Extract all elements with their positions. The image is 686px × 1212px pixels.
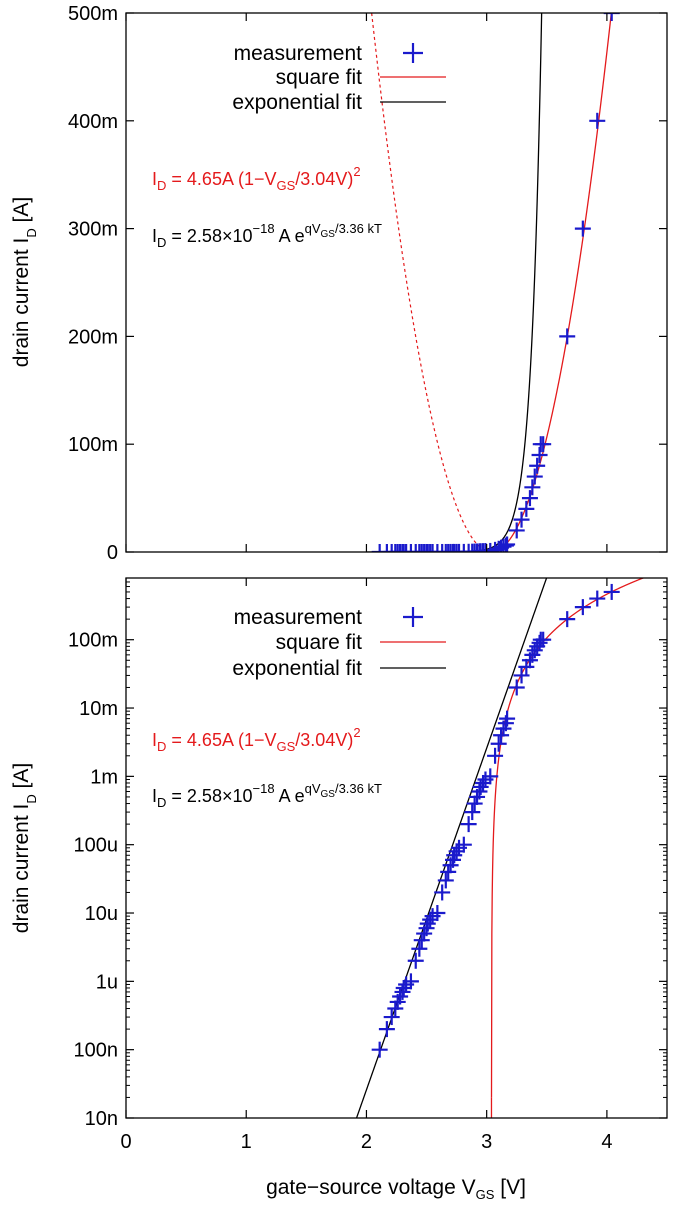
- measurement-point: [589, 112, 606, 129]
- square-fit-curve: [490, 578, 645, 1098]
- measurement-point: [387, 1000, 404, 1017]
- square-fit-curve: [491, 13, 612, 552]
- exponential-fit-curve: [366, 13, 543, 552]
- measurement-point: [589, 590, 606, 607]
- bottom-y-tick-label: 100m: [68, 630, 118, 652]
- measurement-point: [513, 667, 530, 684]
- measurement-point: [460, 816, 477, 833]
- top-y-axis-label: drain current ID [A]: [10, 197, 39, 367]
- bottom-legend: measurement square fit exponential fit: [232, 606, 446, 680]
- top-y-tick-label: 100m: [68, 434, 118, 456]
- measurement-point: [521, 490, 538, 507]
- measurement-point: [455, 836, 472, 853]
- square-fit-extrapolation-curve: [371, 13, 492, 552]
- measurement-point: [559, 328, 576, 345]
- measurement-point: [394, 983, 411, 1000]
- measurement-point: [434, 884, 451, 901]
- measurement-point: [574, 220, 591, 237]
- measurement-point: [395, 979, 412, 996]
- measurement-point: [371, 1041, 388, 1058]
- measurement-point: [518, 658, 535, 675]
- measurement-point: [378, 1021, 395, 1038]
- bottom-y-tick-label: 10n: [85, 1108, 118, 1130]
- measurement-point: [508, 522, 525, 539]
- x-tick-label: 2: [361, 1131, 372, 1153]
- measurement-point: [524, 479, 541, 496]
- bottom-y-tick-label: 100u: [74, 835, 119, 857]
- bottom-y-tick-label: 1m: [90, 766, 118, 788]
- measurement-point: [411, 940, 428, 957]
- measurement-point: [490, 735, 507, 752]
- legend-exponential-fit-label: exponential fit: [232, 657, 362, 680]
- measurement-point: [531, 446, 548, 463]
- legend-measurement-label: measurement: [234, 606, 363, 629]
- linear-current-plot: 0 100m 200m 300m 400m 500m drain current ID […: [10, 3, 668, 564]
- x-axis-label: gate−source voltage VGS [V]: [266, 1176, 526, 1202]
- measurement-point: [499, 536, 516, 552]
- bottom-y-tick-label: 10u: [85, 903, 118, 925]
- measurement-point: [559, 611, 576, 628]
- measurement-point: [531, 634, 548, 651]
- legend-measurement-label: measurement: [234, 42, 363, 65]
- measurement-point: [529, 457, 546, 474]
- measurement-point: [448, 843, 465, 860]
- exponential-fit-equation: ID = 2.58×10−18 A eqVGS/3.36 kT: [152, 221, 382, 250]
- top-y-tick-label: 500m: [68, 3, 118, 25]
- measurement-point: [422, 911, 439, 928]
- legend-measurement-marker: [403, 43, 423, 63]
- measurement-point: [475, 774, 492, 791]
- measurement-point: [513, 511, 530, 528]
- measurement-point: [499, 710, 516, 727]
- legend-exponential-fit-label: exponential fit: [232, 91, 362, 114]
- legend-square-fit-label: square fit: [276, 631, 363, 654]
- exponential-fit-curve: [355, 578, 548, 1118]
- measurement-point: [508, 679, 525, 696]
- measurement-point: [464, 804, 481, 821]
- measurement-point: [407, 952, 424, 969]
- measurement-point: [603, 13, 620, 21]
- measurement-point: [535, 436, 552, 453]
- legend-measurement-marker: [403, 607, 423, 627]
- top-legend: measurement square fit exponential fit: [232, 42, 446, 114]
- x-tick-label: 3: [481, 1131, 492, 1153]
- measurement-point: [429, 905, 446, 922]
- bottom-y-tick-label: 1u: [96, 971, 118, 993]
- exponential-fit-equation: ID = 2.58×10−18 A eqVGS/3.36 kT: [152, 781, 382, 810]
- measurement-point: [526, 468, 543, 485]
- square-fit-equation: ID = 4.65A (1−VGS/3.04V)2: [152, 164, 361, 193]
- bottom-y-tick-label: 100n: [74, 1040, 119, 1062]
- top-y-tick-label: 0: [107, 542, 118, 564]
- top-plot-frame: [125, 12, 668, 553]
- x-tick-label: 0: [120, 1131, 131, 1153]
- measurement-point: [493, 727, 510, 744]
- measurement-point: [437, 872, 454, 889]
- measurement-point: [413, 932, 430, 949]
- bottom-y-tick-label: 10m: [79, 698, 118, 720]
- measurement-point: [518, 500, 535, 517]
- legend-square-fit-label: square fit: [276, 66, 363, 89]
- measurement-point: [466, 795, 483, 812]
- measurement-point: [440, 863, 457, 880]
- measurement-point: [487, 747, 504, 764]
- x-tick-label: 4: [601, 1131, 612, 1153]
- top-y-tick-label: 200m: [68, 326, 118, 348]
- measurement-point: [482, 768, 499, 785]
- square-fit-equation: ID = 4.65A (1−VGS/3.04V)2: [152, 725, 361, 754]
- bottom-y-axis-label: drain current ID [A]: [10, 763, 39, 933]
- bottom-plot-frame: [125, 577, 668, 1119]
- log-current-plot: 0 1 2 3 4 10n 100n 1u 10u 100u 1m 10m 100m drain cur…: [10, 577, 668, 1202]
- measurement-point: [535, 631, 552, 648]
- measurement-point: [574, 599, 591, 616]
- top-y-tick-label: 300m: [68, 219, 118, 241]
- x-tick-label: 1: [241, 1131, 252, 1153]
- measurement-point: [402, 973, 419, 990]
- measurement-point: [603, 583, 620, 600]
- measurement-point: [383, 1009, 400, 1026]
- top-y-tick-label: 400m: [68, 111, 118, 133]
